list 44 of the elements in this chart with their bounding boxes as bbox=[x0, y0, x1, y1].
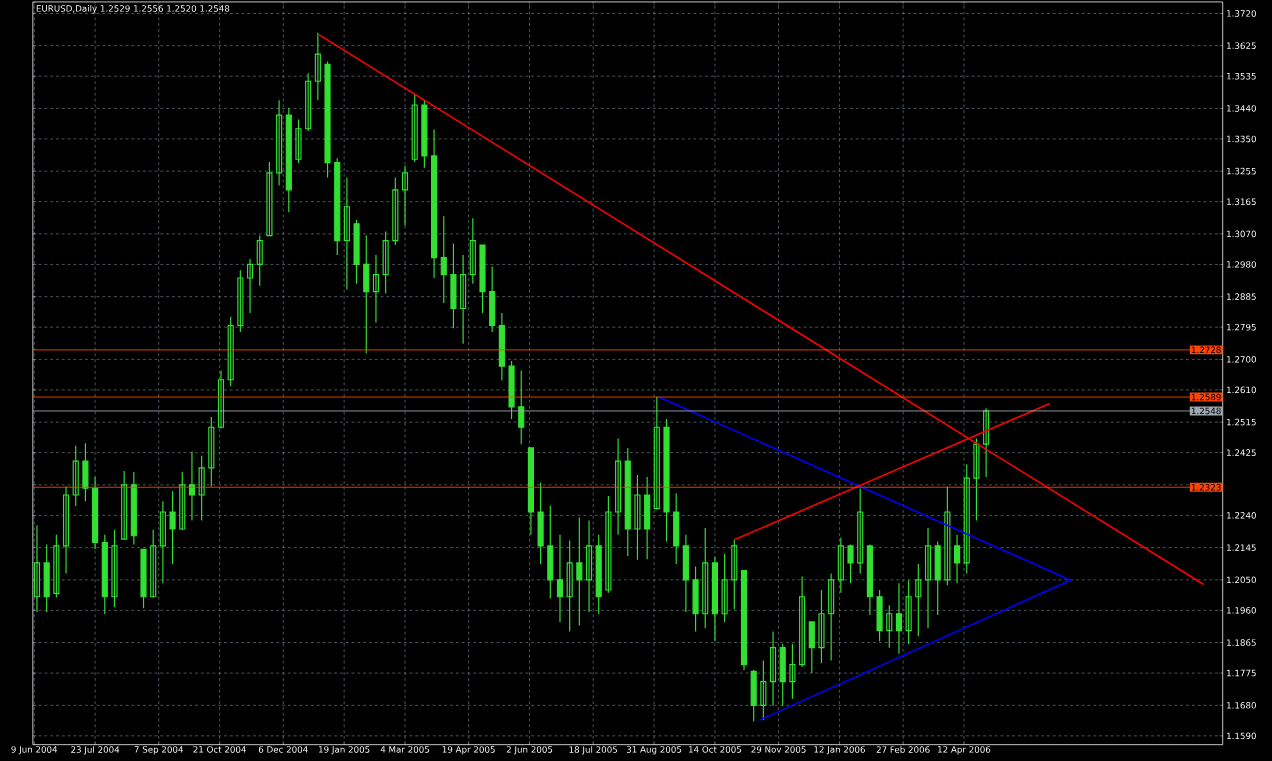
x-tick-label: 7 Sep 2004 bbox=[134, 746, 184, 755]
y-tick-label: 1.2885 bbox=[1227, 293, 1256, 300]
x-tick-label: 29 Nov 2005 bbox=[751, 746, 806, 753]
x-tick-label: 31 Aug 2005 bbox=[626, 746, 682, 755]
ref-line-label: 1.2548 bbox=[1191, 407, 1221, 415]
y-tick-label: 1.1680 bbox=[1227, 702, 1256, 709]
y-tick-label: 1.2240 bbox=[1227, 512, 1256, 519]
x-tick-label: 14 Oct 2005 bbox=[689, 746, 742, 753]
x-tick-label: 6 Dec 2004 bbox=[258, 746, 308, 753]
y-tick-label: 1.3350 bbox=[1227, 135, 1256, 143]
y-tick-label: 1.1590 bbox=[1227, 732, 1256, 740]
y-tick-label: 1.2050 bbox=[1227, 576, 1256, 584]
x-tick-label: 9 Jun 2004 bbox=[11, 746, 58, 755]
y-tick-label: 1.3535 bbox=[1227, 72, 1256, 80]
y-tick-label: 1.2980 bbox=[1227, 261, 1256, 268]
x-tick-label: 2 Jun 2005 bbox=[506, 746, 553, 755]
y-tick-label: 1.2610 bbox=[1227, 386, 1256, 394]
y-tick-label: 1.2795 bbox=[1227, 323, 1256, 331]
y-tick-label: 1.3255 bbox=[1227, 167, 1256, 175]
y-tick-label: 1.2515 bbox=[1227, 418, 1256, 426]
y-tick-label: 1.1960 bbox=[1227, 607, 1256, 614]
x-tick-label: 19 Apr 2005 bbox=[442, 746, 495, 755]
y-tick-label: 1.3070 bbox=[1227, 230, 1256, 238]
x-tick-label: 19 Jan 2005 bbox=[319, 746, 370, 755]
ref-line-label: 1.2728 bbox=[1191, 346, 1221, 354]
y-tick-label: 1.3440 bbox=[1227, 105, 1256, 112]
x-tick-label: 18 Jul 2005 bbox=[569, 746, 618, 755]
x-tick-label: 27 Feb 2006 bbox=[876, 746, 930, 753]
ref-line-label: 1.2323 bbox=[1191, 483, 1221, 491]
y-tick-label: 1.1865 bbox=[1227, 639, 1256, 646]
y-tick-label: 1.3720 bbox=[1227, 10, 1256, 17]
x-tick-label: 12 Apr 2006 bbox=[938, 746, 991, 755]
y-tick-label: 1.1775 bbox=[1227, 669, 1256, 677]
y-tick-label: 1.2145 bbox=[1227, 544, 1256, 551]
chart-title: EURUSD,Daily 1.2529 1.2556 1.2520 1.2548 bbox=[36, 4, 230, 14]
x-tick-label: 21 Oct 2004 bbox=[193, 746, 246, 753]
ref-line-label: 1.2589 bbox=[1191, 393, 1221, 401]
x-tick-label: 12 Jan 2006 bbox=[814, 746, 865, 755]
x-tick-label: 23 Jul 2004 bbox=[71, 746, 120, 755]
y-tick-label: 1.3625 bbox=[1227, 42, 1256, 49]
y-tick-label: 1.3165 bbox=[1227, 198, 1256, 205]
y-tick-label: 1.2700 bbox=[1227, 356, 1256, 363]
x-tick-label: 4 Mar 2005 bbox=[380, 746, 430, 753]
y-tick-label: 1.2425 bbox=[1227, 449, 1256, 456]
